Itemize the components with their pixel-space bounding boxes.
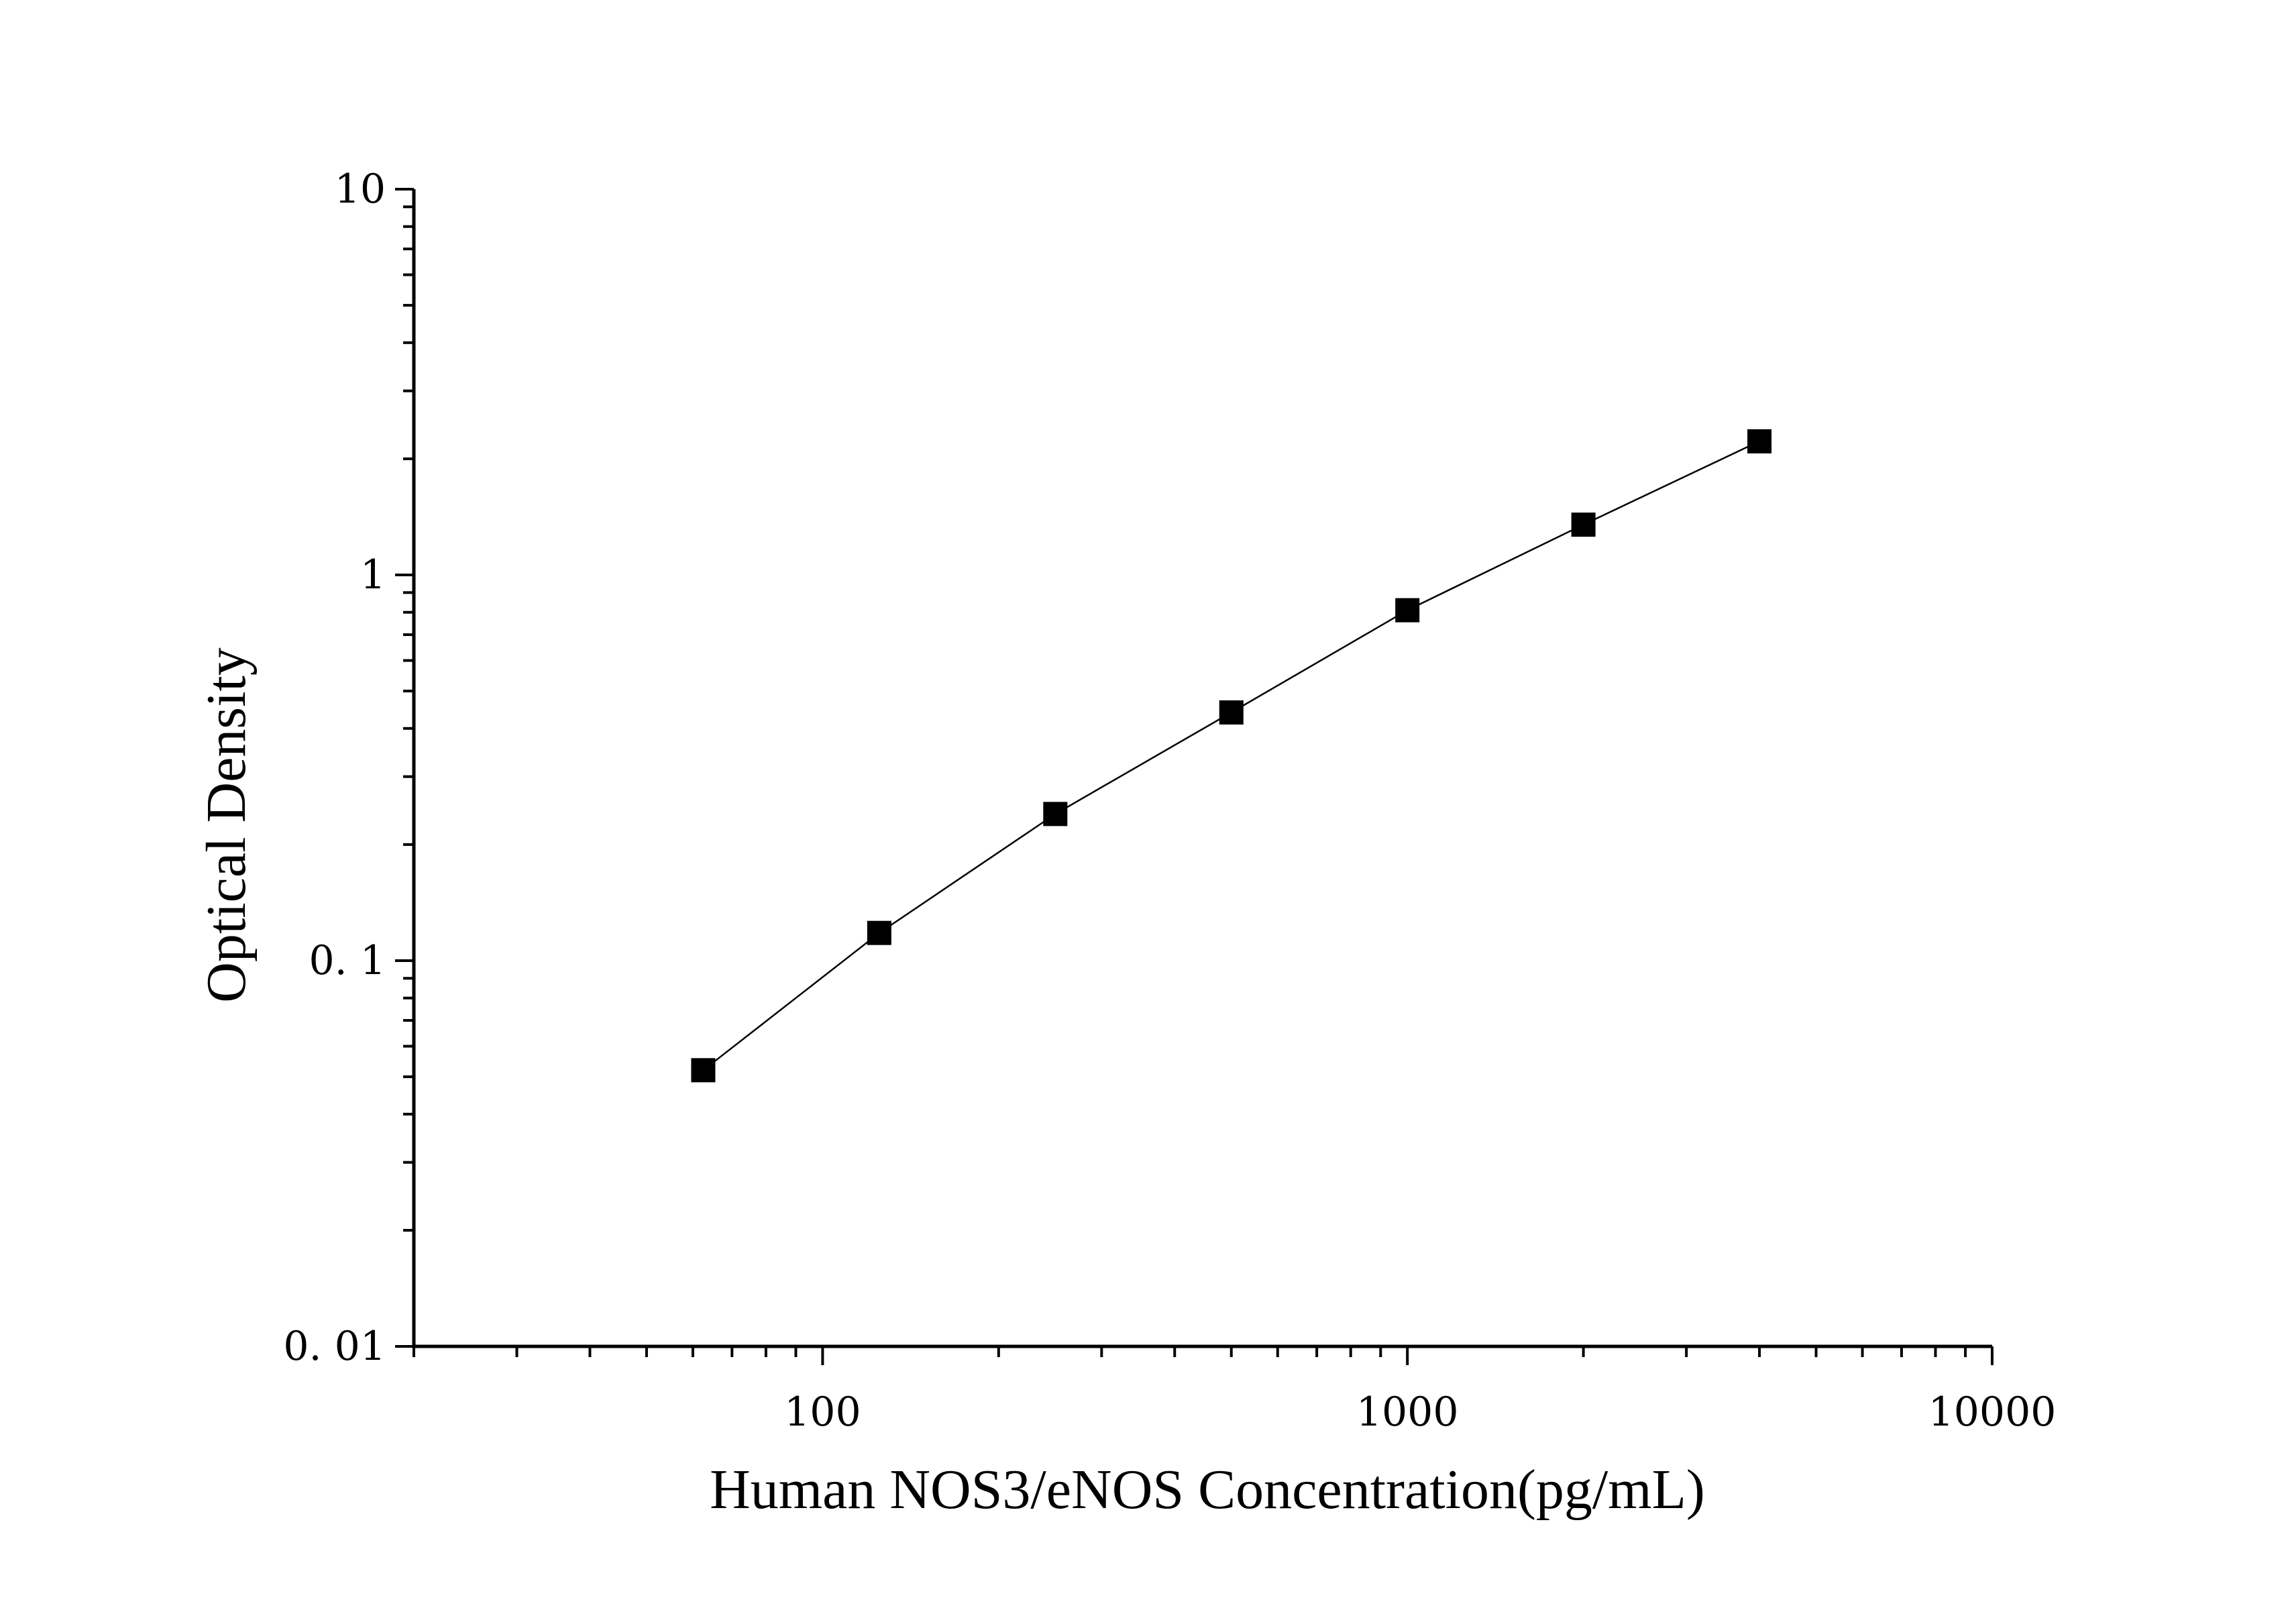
y-ticks	[395, 188, 414, 1348]
y-axis-title: Optical Density	[195, 647, 258, 1003]
series	[691, 429, 1772, 1083]
x-tick-label: 10000	[1928, 1389, 2057, 1436]
x-tick-label: 1000	[1356, 1389, 1459, 1436]
x-tick-labels: 100 1000 10000	[784, 1389, 2056, 1436]
axes	[412, 189, 1992, 1348]
data-point-marker	[1747, 429, 1772, 453]
data-point-marker	[1571, 513, 1596, 537]
data-point-marker	[691, 1058, 716, 1083]
data-point-marker	[1395, 598, 1420, 623]
x-tick-label: 100	[784, 1389, 861, 1436]
x-ticks	[413, 1346, 1993, 1365]
y-tick-label: 1	[360, 551, 386, 598]
data-point-marker	[1043, 802, 1068, 826]
data-point-marker	[1219, 700, 1244, 725]
y-tick-label: 0. 01	[283, 1323, 386, 1370]
y-tick-label: 0. 1	[309, 937, 386, 984]
y-tick-label: 10	[335, 166, 386, 213]
x-axis-title: Human NOS3/eNOS Concentration(pg/mL)	[710, 1458, 1705, 1521]
series-line	[702, 440, 1760, 1071]
data-point-marker	[867, 920, 891, 945]
y-tick-labels: 0. 01 0. 1 1 10	[283, 166, 386, 1370]
